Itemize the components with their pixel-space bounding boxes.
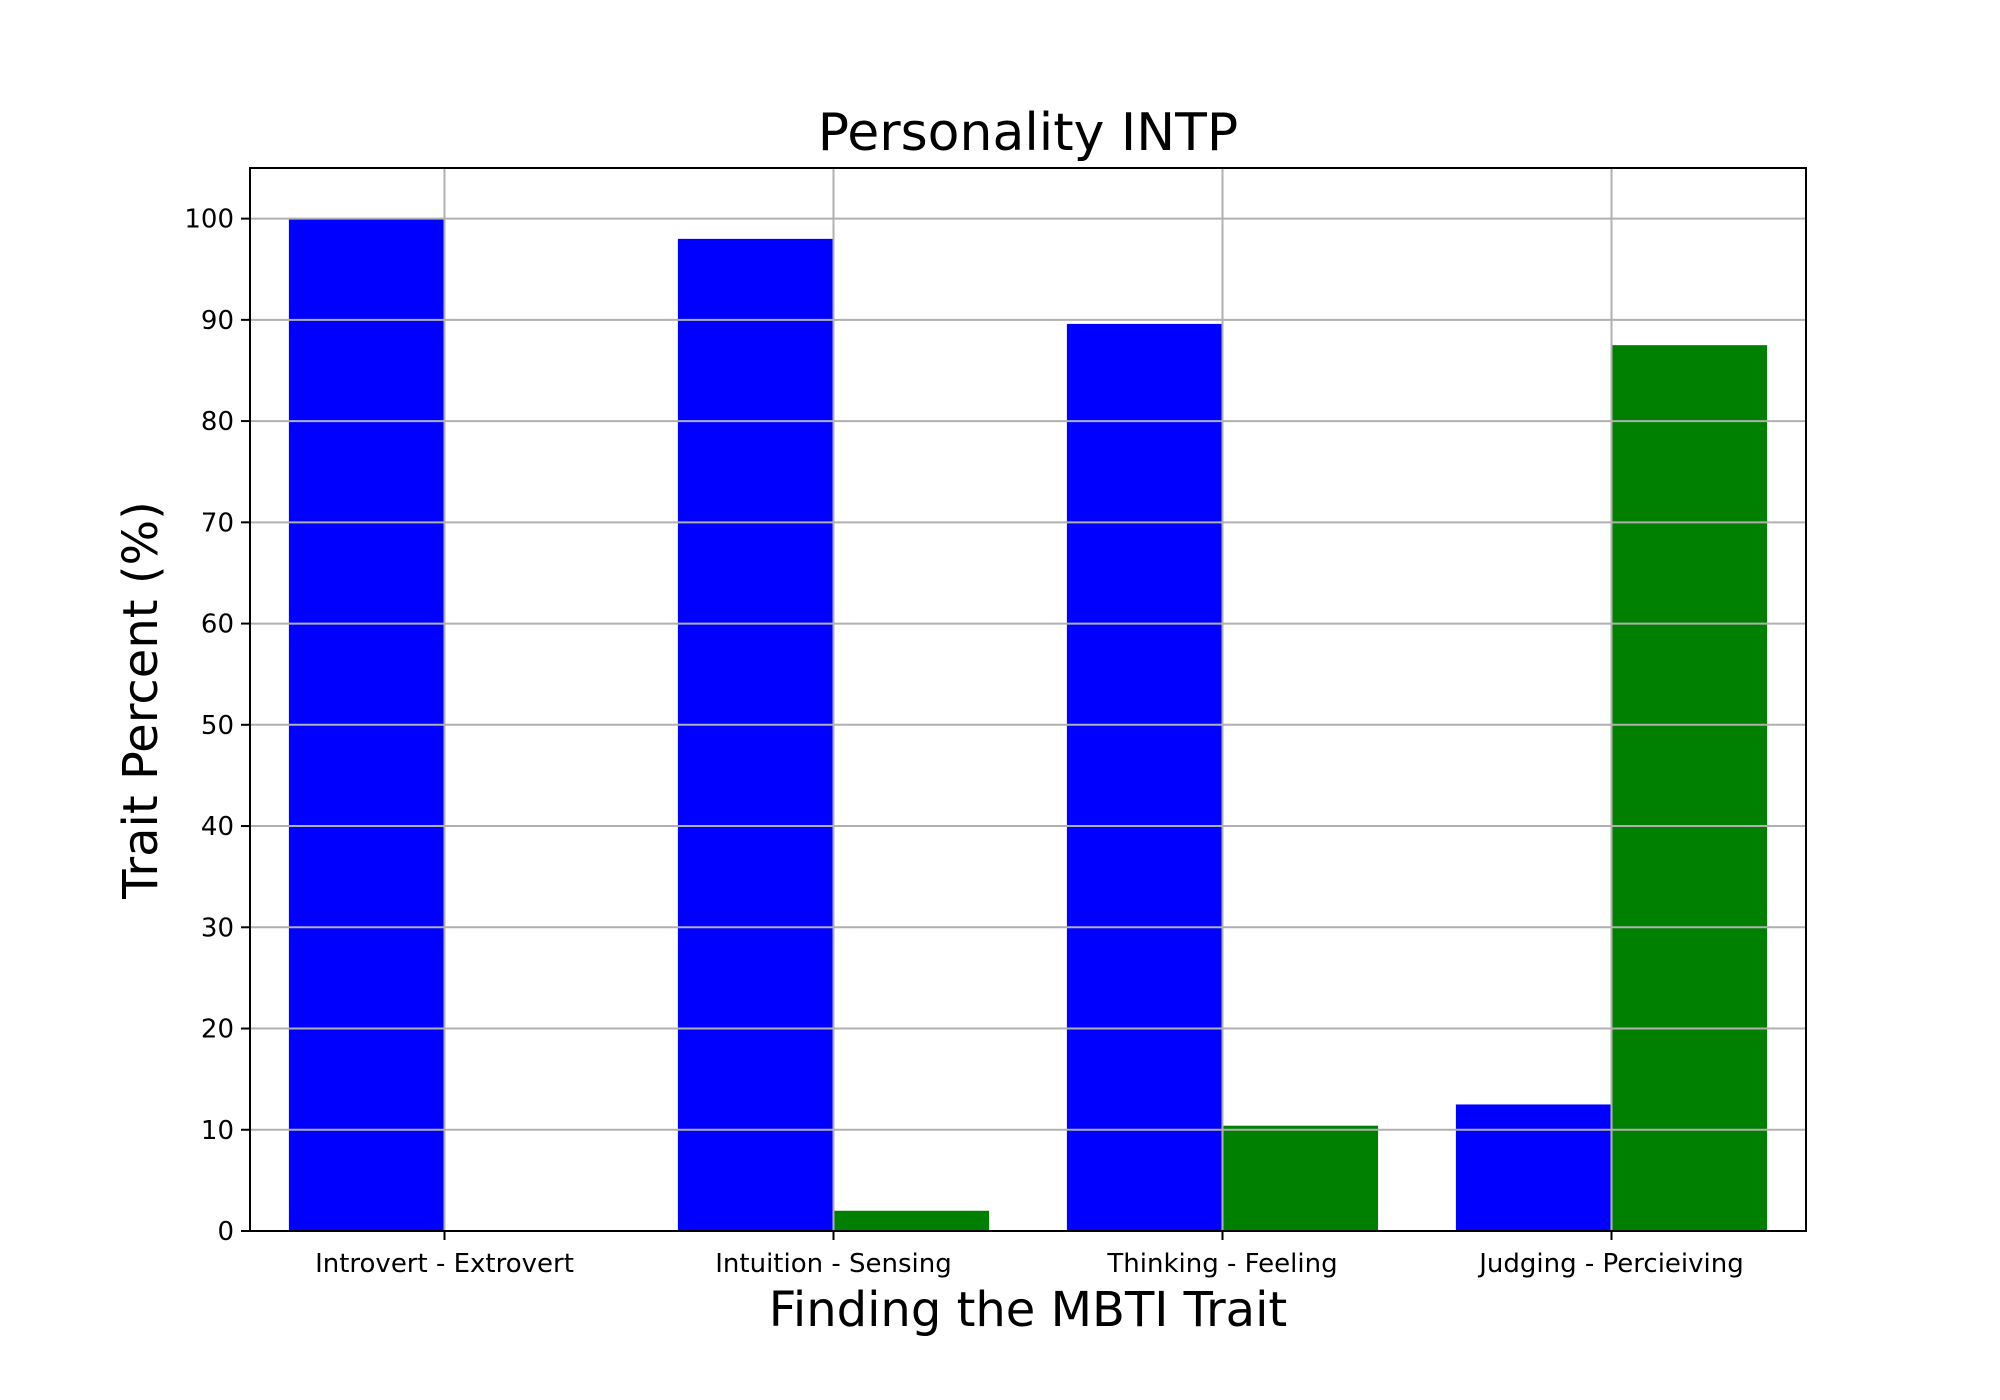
blue-bar: [1066, 323, 1223, 1231]
y-tick-label: 80: [201, 407, 234, 437]
y-tick-label: 30: [201, 913, 234, 943]
y-tick-label: 60: [201, 610, 234, 640]
green-bar: [1611, 345, 1768, 1232]
y-tick-label: 100: [184, 205, 234, 235]
green-bar: [1222, 1125, 1379, 1231]
x-tick-label: Introvert - Extrovert: [315, 1249, 574, 1279]
chart-title: Personality INTP: [818, 103, 1239, 163]
x-tick-label: Intuition - Sensing: [715, 1249, 952, 1279]
x-axis-ticks: Introvert - Extrovert Intuition - Sensing…: [315, 1231, 1744, 1279]
x-axis-label: Finding the MBTI Trait: [769, 1282, 1288, 1338]
blue-bar: [677, 238, 834, 1231]
y-tick-label: 20: [201, 1015, 234, 1045]
blue-bar: [1455, 1104, 1612, 1231]
y-tick-label: 40: [201, 812, 234, 842]
x-tick-label: Thinking - Feeling: [1106, 1249, 1337, 1279]
grid-lines: [250, 168, 1806, 1232]
plot-frame: [249, 167, 1807, 1232]
y-tick-label: 90: [201, 306, 234, 336]
bars: [288, 218, 1768, 1232]
green-bar: [833, 1210, 990, 1231]
y-axis-ticks: 0 10 20 30 40 50 60 70 80 90 100: [184, 205, 250, 1247]
y-tick-label: 0: [217, 1217, 234, 1247]
y-tick-label: 50: [201, 711, 234, 741]
x-tick-label: Judging - Percieiving: [1477, 1249, 1743, 1279]
y-axis-label: Trait Percent (%): [113, 501, 169, 900]
y-tick-label: 70: [201, 508, 234, 538]
y-tick-label: 10: [201, 1116, 234, 1146]
